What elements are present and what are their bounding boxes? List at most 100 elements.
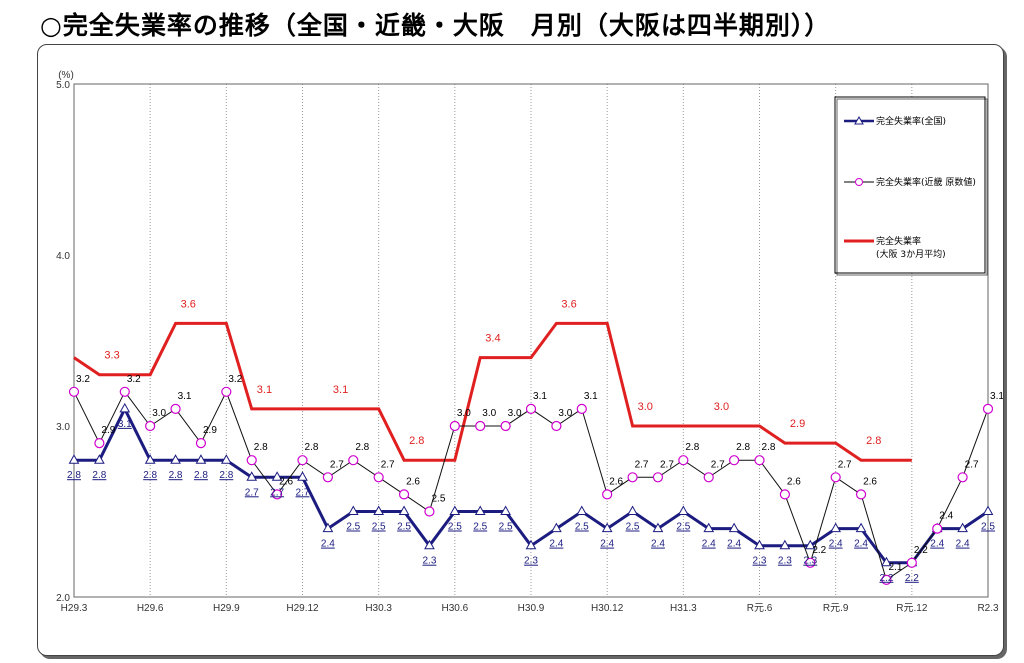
point-kinki	[982, 403, 994, 414]
x-tick-label: R元.9	[823, 603, 849, 614]
series-line-osaka	[73, 321, 912, 462]
point-kinki	[525, 403, 537, 414]
point-national	[195, 454, 207, 464]
data-label-kinki: 3.1	[178, 391, 192, 402]
point-kinki	[805, 557, 816, 568]
data-label-kinki: 2.6	[406, 476, 420, 487]
data-label-osaka: 3.6	[181, 298, 196, 310]
data-label-national: 2.5	[448, 522, 462, 533]
y-unit-label: (%)	[58, 70, 74, 81]
x-tick-label: H29.12	[286, 603, 319, 614]
data-label-kinki: 2.1	[888, 562, 902, 573]
point-kinki	[627, 472, 638, 483]
data-label-osaka: 3.0	[714, 401, 729, 413]
data-label-national: 2.8	[219, 470, 233, 481]
data-label-national: 2.4	[600, 539, 614, 550]
point-kinki	[906, 557, 917, 568]
point-kinki	[145, 420, 156, 432]
point-kinki	[424, 506, 435, 517]
point-national	[119, 402, 131, 413]
point-kinki	[652, 472, 664, 483]
point-national	[68, 454, 80, 464]
point-national	[500, 505, 511, 515]
grid	[149, 84, 913, 597]
data-label-national: 2.8	[194, 470, 208, 481]
data-label-kinki: 2.8	[254, 442, 268, 453]
data-label-national: 2.5	[626, 522, 640, 533]
x-tick-label: H29.9	[213, 603, 240, 614]
data-label-national: 2.8	[67, 470, 81, 481]
point-national	[297, 471, 308, 481]
data-label-national: 2.3	[753, 556, 767, 567]
point-national	[525, 539, 537, 550]
data-label-national: 2.4	[854, 539, 868, 550]
data-label-national: 2.5	[575, 522, 589, 533]
data-label-national: 2.5	[676, 522, 690, 533]
y-tick-label: 4.0	[56, 251, 70, 262]
plot-area	[73, 83, 989, 598]
data-label-national: 2.4	[549, 539, 563, 550]
point-national	[881, 556, 892, 567]
point-national	[830, 522, 842, 533]
data-label-national: 2.2	[905, 573, 919, 584]
point-national	[246, 471, 258, 481]
data-label-kinki: 3.0	[508, 408, 522, 419]
point-national	[449, 505, 461, 515]
data-label-national: 2.4	[956, 539, 970, 550]
legend-label-osaka: 完全失業率	[876, 235, 921, 247]
point-kinki	[348, 455, 359, 466]
point-national	[957, 522, 968, 533]
point-kinki	[602, 489, 613, 500]
x-tick-label: H30.12	[591, 603, 624, 614]
x-tick-label: R元.12	[896, 603, 928, 614]
legend-entry-kinki: 完全失業率(近畿 原数値)	[844, 176, 976, 188]
point-kinki	[703, 472, 714, 483]
point-national	[677, 505, 689, 515]
data-label-kinki: 3.2	[127, 374, 141, 385]
data-label-national: 2.7	[245, 487, 259, 498]
y-tick-label: 5.0	[56, 80, 70, 91]
point-kinki	[195, 438, 207, 449]
x-tick-label: H29.3	[61, 603, 88, 614]
data-label-osaka: 3.4	[485, 333, 500, 345]
point-kinki	[475, 420, 486, 432]
point-national	[94, 454, 105, 464]
point-national	[424, 539, 435, 550]
data-label-national: 2.4	[651, 539, 665, 550]
data-label-kinki: 3.0	[457, 408, 471, 419]
data-label-national: 2.3	[778, 556, 792, 567]
data-label-national: 2.3	[524, 556, 538, 567]
legend-label-kinki: 完全失業率(近畿 原数値)	[876, 176, 976, 188]
line-chart: H29.3 H29.6 H29.9 H29.12 H30.3 H30.6 H30.9 H30.…	[56, 70, 1003, 614]
point-kinki	[830, 472, 841, 483]
legend-entry-osaka: 完全失業率 (大阪 3か月平均)	[844, 235, 946, 260]
point-national	[754, 539, 765, 550]
data-label-national: 3.1	[118, 419, 132, 430]
point-kinki	[779, 489, 790, 500]
data-label-kinki: 3.0	[482, 408, 496, 419]
point-kinki	[297, 455, 308, 466]
data-label-national: 2.7	[270, 487, 284, 498]
data-label-national: 2.3	[422, 556, 436, 567]
data-label-kinki: 2.8	[685, 442, 699, 453]
point-kinki	[551, 420, 562, 432]
data-label-kinki: 3.1	[533, 391, 547, 402]
legend-entry-national: 完全失業率(全国)	[844, 115, 946, 127]
data-label-osaka: 2.8	[409, 435, 424, 447]
data-label-kinki: 2.4	[939, 511, 953, 522]
data-label-national: 2.5	[397, 522, 411, 533]
point-kinki	[449, 420, 460, 432]
data-label-kinki: 2.7	[838, 459, 852, 470]
y-tick-label: 2.0	[56, 593, 70, 604]
data-label-national: 2.7	[296, 487, 310, 498]
data-label-kinki: 3.2	[76, 374, 90, 385]
labels-layer: 3.3 3.6 3.1 3.1 2.8 3.4 3.6 3.0 3.0 2.9 2.8 2.8 2.8 3…	[67, 298, 1003, 583]
data-label-kinki: 2.8	[305, 442, 319, 453]
data-label-osaka: 2.9	[790, 418, 805, 430]
point-kinki	[576, 403, 587, 414]
point-national	[982, 505, 994, 515]
point-kinki	[855, 489, 867, 500]
data-label-kinki: 2.2	[812, 545, 826, 556]
axes: H29.3 H29.6 H29.9 H29.12 H30.3 H30.6 H30.9 H30.…	[56, 70, 999, 614]
data-label-kinki: 2.7	[381, 459, 395, 470]
